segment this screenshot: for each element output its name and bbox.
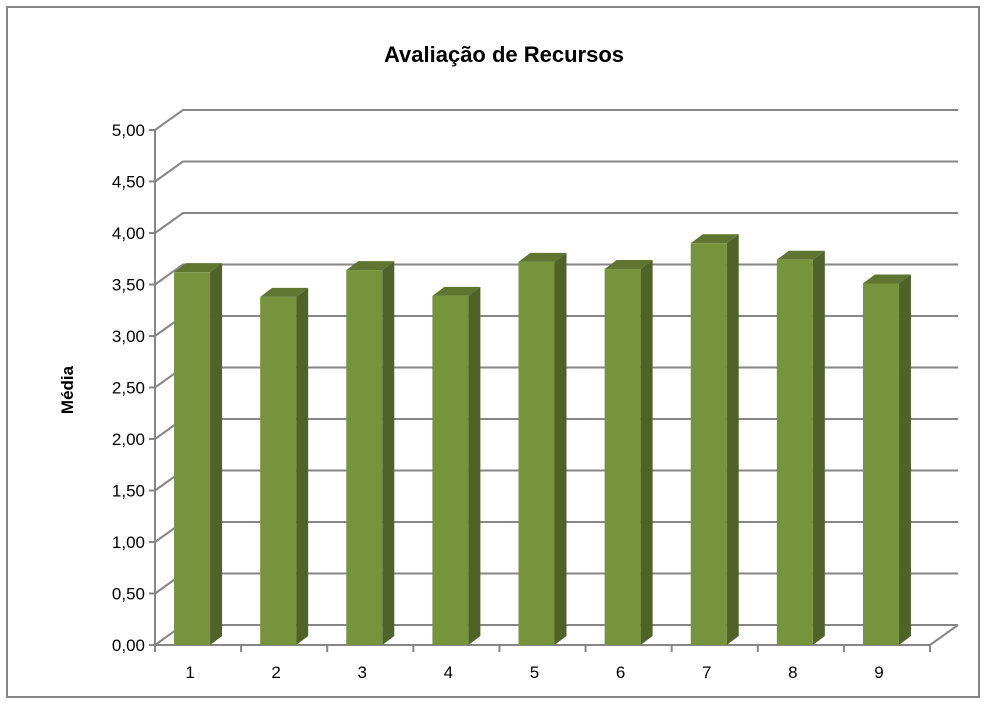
y-tick-label: 4,50: [112, 173, 145, 192]
bar-top: [518, 252, 567, 262]
y-tick-label: 2,00: [112, 430, 145, 449]
bar-top: [260, 287, 309, 297]
bar-top: [346, 261, 395, 271]
bar: [432, 286, 481, 645]
x-tick-label: 1: [185, 663, 194, 682]
y-tick-label: 2,50: [112, 379, 145, 398]
bar-top: [690, 234, 739, 244]
bar-side: [296, 287, 309, 645]
y-tick-label: 1,00: [112, 533, 145, 552]
y-tick-label: 1,50: [112, 482, 145, 501]
bar-side: [468, 286, 481, 645]
bar-side: [554, 252, 567, 645]
bar-front: [432, 295, 469, 645]
bar-side: [898, 274, 911, 645]
bar-top: [432, 286, 481, 296]
bar: [776, 250, 825, 645]
bar-top: [776, 250, 825, 260]
bar-side: [812, 250, 825, 645]
bar-side: [210, 263, 223, 645]
x-tick-label: 7: [702, 663, 711, 682]
bar-front: [518, 261, 555, 645]
bar-top: [174, 263, 223, 273]
bar-side: [726, 234, 739, 646]
y-tick-label: 0,00: [112, 636, 145, 655]
bar-front: [862, 283, 899, 645]
bar-side: [640, 260, 653, 645]
bars: [174, 234, 911, 646]
y-tick-label: 0,50: [112, 585, 145, 604]
bar: [174, 263, 223, 645]
bar: [690, 234, 739, 646]
bar-front: [604, 269, 641, 645]
x-tick-label: 9: [874, 663, 883, 682]
y-tick-label: 3,50: [112, 276, 145, 295]
x-tick-labels: 1 2 3 4 5 6 7 8 9: [185, 663, 883, 682]
bar-front: [174, 272, 211, 645]
gridline: [154, 160, 958, 183]
floor-edge: [929, 624, 959, 646]
bar: [862, 274, 911, 645]
bar-front: [346, 270, 383, 645]
chart-title: Avaliação de Recursos: [384, 42, 624, 67]
x-tick-label: 3: [358, 663, 367, 682]
bar-top: [604, 260, 653, 270]
y-tick-label: 3,00: [112, 327, 145, 346]
x-tick-label: 4: [444, 663, 453, 682]
x-tick-label: 2: [271, 663, 280, 682]
bar: [604, 260, 653, 645]
x-tick-label: 5: [530, 663, 539, 682]
y-tick-label: 4,00: [112, 224, 145, 243]
y-tick-label: 5,00: [112, 121, 145, 140]
y-tick-labels: 0,00 0,50 1,00 1,50 2,00 2,50 3,00 3,50 4,00 4,50…: [112, 121, 145, 655]
gridline: [154, 109, 958, 131]
bar: [518, 252, 567, 645]
bar-front: [690, 243, 727, 646]
bar-front: [776, 259, 813, 645]
bar-front: [260, 296, 297, 645]
bar-side: [382, 261, 395, 645]
x-tick-label: 8: [788, 663, 797, 682]
y-axis-label: Média: [58, 365, 77, 414]
bar: [260, 287, 309, 645]
gridline: [154, 212, 958, 234]
bar: [346, 261, 395, 645]
bar-top: [862, 274, 911, 284]
x-tick-label: 6: [616, 663, 625, 682]
